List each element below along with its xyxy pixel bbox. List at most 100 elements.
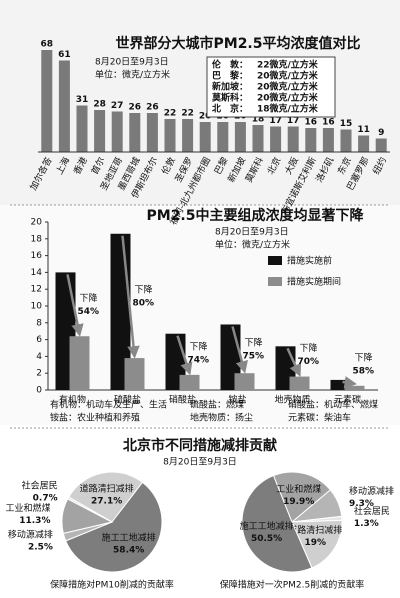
decline-label: 下降 (135, 283, 153, 295)
x-tick-label: 硫酸盐 (114, 394, 141, 406)
legend-label: 措施实施期间 (287, 276, 341, 288)
y-tick-label: 14 (31, 268, 43, 278)
slice-label: 工业和燃煤 (276, 483, 321, 495)
bar (217, 122, 229, 152)
pie-slice (272, 471, 332, 523)
value-label: 28 (93, 100, 106, 110)
bar (234, 122, 246, 152)
slice-value: 58.4% (113, 545, 144, 555)
chart-title: PM2.5中主要组成浓度均显著下降 (147, 207, 365, 224)
note-value: 18微克/立方米 (257, 103, 319, 115)
note-name: 巴 黎： (212, 70, 248, 82)
bar (270, 126, 282, 152)
slice-value: 9.3% (349, 499, 374, 509)
value-label: 22 (181, 109, 194, 119)
value-label: 18 (252, 115, 265, 125)
slice-label: 社会居民 (22, 480, 58, 492)
bar (69, 336, 90, 390)
y-tick-label: 10 (31, 302, 43, 312)
x-tick-label: 有机物 (59, 394, 86, 406)
value-label: 61 (58, 50, 71, 60)
value-label: 68 (41, 40, 54, 50)
x-tick-label: 元素碳 (334, 394, 361, 406)
bar (164, 119, 176, 152)
value-label: 17 (269, 116, 282, 126)
note-box (206, 56, 336, 118)
arrow (121, 235, 140, 359)
legend-swatch (268, 277, 282, 286)
pie-slice (291, 519, 343, 569)
note: 有机物：机动车及生产、生活 (50, 399, 167, 411)
decline-value: 80% (133, 298, 155, 308)
slice-label: 工业和燃煤 (5, 502, 50, 514)
slice-value: 19% (304, 538, 326, 548)
chart-title: 世界部分大城市PM2.5平均浓度值对比 (116, 35, 361, 52)
bar (41, 50, 53, 152)
x-tick-label: 铵盐 (228, 394, 246, 406)
value-label: 9 (378, 128, 384, 138)
arrow (176, 335, 193, 376)
bar (58, 60, 70, 152)
value-label: 20 (199, 112, 212, 122)
note: 地壳物质：扬尘 (190, 412, 253, 424)
note: 硝酸盐：机动车、燃煤 (288, 399, 378, 411)
bar (252, 125, 264, 152)
legend-swatch (268, 256, 282, 265)
bar (182, 119, 194, 152)
slice-label: 社会居民 (354, 505, 390, 517)
y-tick-label: 4 (36, 352, 42, 362)
value-label: 11 (357, 125, 370, 135)
slice-value: 1.3% (354, 519, 379, 529)
note-name: 伦 敦： (212, 59, 248, 71)
slice-label: 移动源减排 (349, 485, 394, 497)
caption: 保障措施对PM10削减的贡献率 (50, 579, 174, 591)
y-tick-label: 20 (31, 218, 43, 228)
value-label: 16 (305, 118, 318, 128)
bar (322, 128, 334, 152)
decline-label: 下降 (300, 342, 318, 354)
bar (129, 113, 141, 152)
note: 铵盐：农业种植和养殖 (50, 412, 140, 424)
slice-label: 道路清扫减排 (80, 483, 134, 495)
bar (234, 373, 255, 390)
bar (358, 135, 370, 152)
pie-slice (65, 481, 163, 573)
value-label: 26 (129, 103, 142, 113)
slice-value: 2.5% (28, 542, 53, 552)
slice-value: 11.3% (19, 516, 50, 526)
bar (305, 128, 317, 152)
arrow (342, 376, 357, 389)
slice-label: 道路清扫减排 (288, 524, 342, 536)
bar (340, 129, 352, 152)
note-value: 20微克/立方米 (257, 92, 319, 104)
note-value: 22微克/立方米 (257, 59, 319, 71)
note-name: 莫斯科： (211, 92, 248, 104)
pie-slice (66, 496, 113, 523)
y-tick-label: 6 (36, 335, 42, 345)
decline-value: 58% (353, 366, 375, 376)
slice-label: 移动源减排 (8, 528, 53, 540)
subtitle: 8月20日至9月3日 (163, 457, 237, 468)
unit: 单位：微克/立方米 (95, 69, 170, 81)
decline-label: 下降 (245, 336, 263, 348)
bar (289, 376, 310, 390)
arrow (286, 347, 302, 377)
y-tick-label: 12 (31, 285, 42, 295)
bar (199, 122, 211, 152)
bar (94, 110, 106, 152)
decline-label: 下降 (355, 351, 373, 363)
slice-label: 施工工地减排 (240, 520, 294, 532)
decline-label: 下降 (80, 292, 98, 304)
note-name: 北 京： (212, 103, 248, 115)
note: 元素碳：柴油车 (288, 412, 351, 424)
subtitle: 8月20日至9月3日 (215, 227, 289, 238)
note-name: 新加坡： (212, 81, 248, 93)
y-tick-label: 8 (36, 318, 42, 328)
bar (330, 379, 351, 390)
pie-slice (68, 471, 144, 523)
bar (146, 113, 158, 152)
decline-value: 54% (78, 307, 100, 317)
bar (124, 358, 145, 390)
x-tick-label: 硝酸盐 (169, 394, 196, 406)
